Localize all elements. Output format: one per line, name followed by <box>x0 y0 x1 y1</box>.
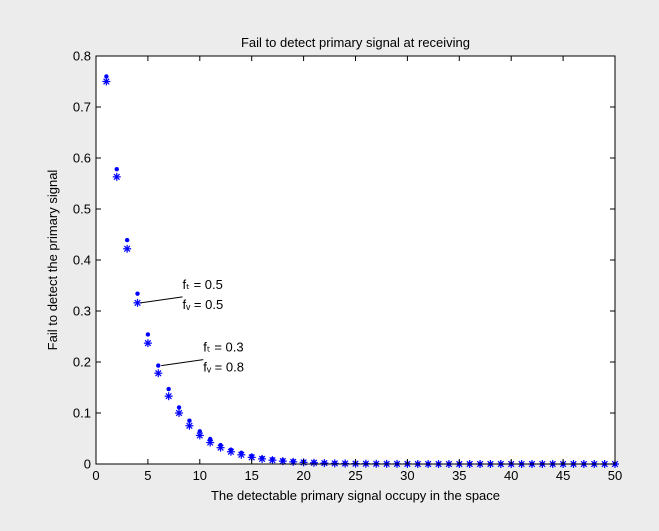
y-tick-label: 0.6 <box>73 151 91 166</box>
x-axis-ticks: 0 5 10 15 20 25 30 35 40 45 50 <box>92 56 622 483</box>
x-tick-label: 25 <box>348 468 362 483</box>
data-point-star <box>112 172 121 181</box>
y-tick-label: 0.1 <box>73 406 91 421</box>
y-tick-label: 0.3 <box>73 304 91 319</box>
data-point-dot <box>124 237 130 243</box>
x-tick-label: 50 <box>608 468 622 483</box>
y-tick-label: 0.8 <box>73 49 91 64</box>
x-tick-label: 35 <box>452 468 466 483</box>
data-point-star <box>185 421 194 430</box>
y-tick-label: 0.2 <box>73 355 91 370</box>
y-tick-label: 0.4 <box>73 253 91 268</box>
x-tick-label: 40 <box>504 468 518 483</box>
data-point-star <box>258 454 267 463</box>
x-tick-label: 15 <box>244 468 258 483</box>
annotation-line-2: fᵥ = 0.5 <box>183 297 224 312</box>
data-point-star <box>289 457 298 466</box>
x-tick-label: 45 <box>556 468 570 483</box>
data-point-dot <box>176 405 182 410</box>
data-point-dot <box>187 418 192 423</box>
data-point-star <box>309 458 318 467</box>
data-point-star <box>268 456 277 465</box>
y-tick-label: 0.7 <box>73 100 91 115</box>
axes-frame <box>95 55 616 465</box>
x-tick-label: 20 <box>296 468 310 483</box>
data-point-star <box>154 369 163 378</box>
annotation-line-2: fᵥ = 0.8 <box>203 360 244 375</box>
data-point-dot <box>197 429 202 434</box>
annotations: fₜ = 0.5 fᵥ = 0.5 fₜ = 0.3 fᵥ = 0.8 <box>140 277 244 375</box>
data-point-star <box>175 409 184 417</box>
annotation-line-1: fₜ = 0.5 <box>183 277 223 292</box>
data-point-star <box>341 459 350 468</box>
x-axis-label: The detectable primary signal occupy in … <box>211 488 500 503</box>
data-point-star <box>123 244 132 253</box>
data-point-star <box>237 450 246 459</box>
x-tick-label: 30 <box>400 468 414 483</box>
data-point-star <box>216 443 225 452</box>
x-tick-label: 0 <box>92 468 99 483</box>
data-point-star <box>226 447 235 456</box>
data-point-star <box>102 77 111 86</box>
annotation-leader-line <box>161 359 204 367</box>
data-point-dot <box>114 167 119 172</box>
data-point-star <box>206 438 215 447</box>
x-tick-label: 10 <box>193 468 207 483</box>
annotation-line-1: fₜ = 0.3 <box>203 340 243 355</box>
data-point-dot <box>166 386 171 392</box>
data-point-dot <box>104 74 109 79</box>
annotation-leader-line <box>140 296 183 304</box>
chart-title: Fail to detect primary signal at receivi… <box>241 35 470 50</box>
data-point-star <box>164 392 173 401</box>
data-point-star <box>330 459 339 468</box>
data-point-star <box>143 339 152 348</box>
y-tick-label: 0 <box>84 457 91 472</box>
axes-background <box>96 56 615 464</box>
data-point-star <box>320 459 329 468</box>
data-point-dot <box>135 291 140 296</box>
data-point-star <box>247 453 256 462</box>
data-point-star <box>133 298 142 307</box>
data-point-dot <box>145 332 151 337</box>
y-axis-label: Fail to detect the primary signal <box>45 170 60 351</box>
data-point-dot <box>156 363 161 368</box>
y-axis-ticks: 0 0.1 0.2 0.3 0.4 0.5 0.6 0.7 0.8 <box>73 49 615 472</box>
data-point-star <box>195 431 204 440</box>
x-tick-label: 5 <box>144 468 151 483</box>
y-tick-label: 0.5 <box>73 202 91 217</box>
